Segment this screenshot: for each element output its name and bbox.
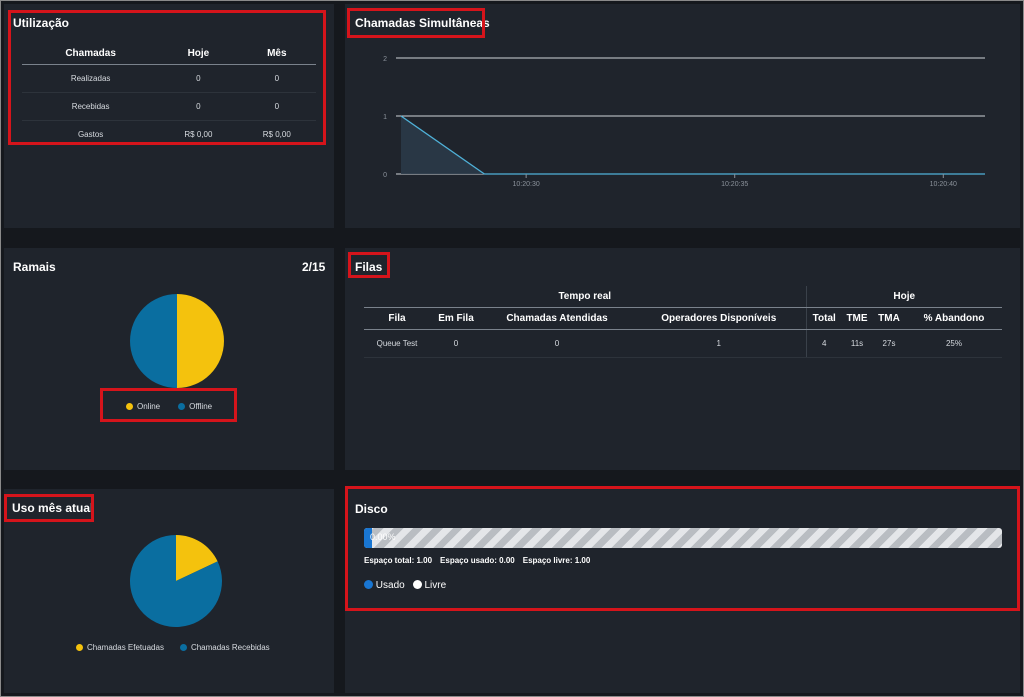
- series-area: [401, 116, 985, 174]
- legend-efetuadas: Chamadas Efetuadas: [87, 643, 164, 652]
- utilizacao-title: Utilização: [13, 16, 70, 30]
- x-tick-label: 10:20:30: [513, 181, 540, 188]
- y-tick-label: 2: [383, 56, 387, 63]
- recebidas-legend-dot: [179, 644, 187, 651]
- group-tempo-real: Tempo real: [364, 286, 807, 308]
- header-chamadas-atendidas: Chamadas Atendidas: [482, 307, 632, 330]
- table-row: Queue Test 0 0 1 4 11s 27s 25%: [364, 329, 1002, 358]
- cell: R$ 0,00: [184, 130, 213, 139]
- simultaneas-title: Chamadas Simultâneas: [355, 16, 490, 30]
- uso-legend: Chamadas Efetuadas Chamadas Recebidas: [76, 643, 270, 652]
- legend-usado: Usado: [375, 580, 405, 591]
- header-abandono: % Abandono: [906, 307, 1002, 330]
- ramais-legend: Online Offline: [126, 402, 212, 411]
- highlight-box-utilizacao: [8, 10, 326, 145]
- highlight-box-uso: [4, 494, 94, 522]
- cell: 0: [482, 329, 632, 358]
- offline-legend-dot: [178, 403, 186, 410]
- cell: 25%: [906, 329, 1002, 358]
- group-header-row: Tempo real Hoje: [364, 286, 1002, 308]
- online-legend-dot: [126, 403, 133, 410]
- ramais-pie: [130, 294, 224, 388]
- legend-recebidas: Chamadas Recebidas: [190, 643, 270, 652]
- header-chamadas: Chamadas: [22, 42, 160, 65]
- cell: 0: [159, 92, 238, 121]
- pie-slice: [177, 294, 224, 388]
- x-tick-label: 10:20:35: [721, 181, 748, 188]
- cell: 0: [237, 64, 316, 93]
- disk-progress-label: 0.00%: [370, 532, 396, 542]
- header-tme: TME: [842, 307, 872, 330]
- table-row: Realizadas 0 0: [22, 64, 316, 93]
- disk-info: Espaço total: 1.00 Espaço usado: 0.00 Es…: [364, 556, 590, 565]
- cell: 27s: [872, 329, 906, 358]
- table-row: Recebidas 0 0: [22, 92, 316, 121]
- cell: 0: [159, 64, 238, 93]
- highlight-box-disco: [345, 486, 1020, 611]
- x-tick-label: 10:20:40: [930, 181, 957, 188]
- table-header-row: Chamadas Hoje Mês: [22, 42, 316, 65]
- ramais-title: Ramais: [13, 260, 56, 274]
- disk-used: Espaço usado: 0.00: [440, 556, 515, 565]
- highlight-box-filas: [348, 252, 390, 278]
- disk-free: Espaço livre: 1.00: [522, 556, 591, 565]
- legend-livre: Livre: [424, 580, 447, 591]
- pie-slice: [176, 535, 218, 581]
- header-mes: Mês: [237, 42, 316, 65]
- ramais-count: 2/15: [302, 260, 326, 274]
- free-legend-dot: [412, 580, 422, 589]
- disco-panel: [345, 489, 1020, 693]
- header-hoje: Hoje: [159, 42, 238, 65]
- header-operadores: Operadores Disponíveis: [632, 307, 807, 330]
- efetuadas-legend-dot: [76, 644, 83, 651]
- cell: Queue Test: [364, 329, 430, 358]
- disk-progress-fill: [364, 528, 372, 548]
- pie-slice: [130, 294, 177, 388]
- cell: 4: [806, 329, 842, 358]
- cell: 0: [430, 329, 482, 358]
- utilizacao-table: Chamadas Hoje Mês Realizadas 0 0 Recebid…: [22, 42, 316, 148]
- header-em-fila: Em Fila: [430, 307, 482, 330]
- cell: Gastos: [77, 130, 104, 139]
- cell: 0: [237, 92, 316, 121]
- column-header-row: Fila Em Fila Chamadas Atendidas Operador…: [364, 307, 1002, 330]
- filas-panel: [345, 248, 1020, 470]
- filas-table: Tempo real Hoje Fila Em Fila Chamadas At…: [364, 286, 1002, 358]
- header-total: Total: [806, 307, 842, 330]
- cell: Recebidas: [22, 92, 160, 121]
- y-tick-label: 0: [383, 172, 387, 179]
- pie-slice: [130, 535, 222, 627]
- legend-online: Online: [137, 402, 161, 411]
- group-hoje: Hoje: [806, 286, 1002, 308]
- y-tick-label: 1: [383, 114, 387, 121]
- legend-offline: Offline: [189, 402, 213, 411]
- series-line: [400, 115, 985, 175]
- header-fila: Fila: [364, 307, 430, 330]
- cell: 11s: [842, 329, 872, 358]
- disk-total: Espaço total: 1.00: [364, 556, 433, 565]
- header-tma: TMA: [872, 307, 906, 330]
- highlight-box-ramais-legend: [100, 388, 237, 422]
- uso-pie: [130, 535, 222, 627]
- uso-title: Uso mês atual: [12, 501, 94, 515]
- filas-title: Filas: [355, 260, 383, 274]
- cell: R$ 0,00: [262, 130, 291, 139]
- cell: Realizadas: [22, 64, 160, 93]
- cell: 1: [632, 329, 807, 358]
- table-row: Gastos R$ 0,00 R$ 0,00: [22, 121, 316, 149]
- disco-title: Disco: [355, 502, 388, 516]
- disk-legend: Usado Livre: [364, 580, 446, 591]
- simultaneas-chart: 0 1 2 10:20:30 10:20:35 10:20:40: [383, 56, 985, 188]
- disk-progress-bar: 0.00%: [364, 528, 1002, 548]
- highlight-box-simultaneas: [347, 8, 485, 38]
- used-legend-dot: [364, 580, 373, 589]
